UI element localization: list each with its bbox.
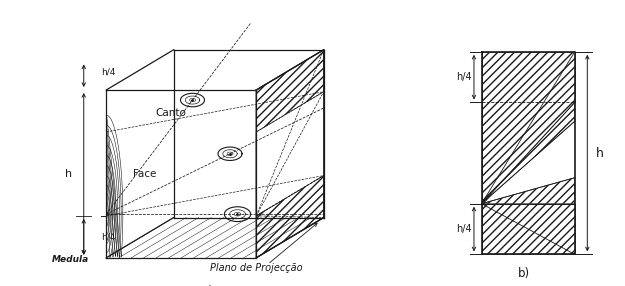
Text: h: h	[596, 147, 604, 160]
Polygon shape	[256, 50, 324, 216]
Text: h: h	[65, 169, 72, 179]
Polygon shape	[481, 52, 575, 204]
Text: h/4: h/4	[456, 72, 472, 82]
Text: Plano de Projecção: Plano de Projecção	[210, 263, 302, 273]
Text: h/4: h/4	[456, 224, 472, 234]
Polygon shape	[481, 178, 575, 204]
Polygon shape	[256, 176, 324, 258]
Text: Medula: Medula	[52, 255, 89, 265]
Text: a): a)	[201, 285, 213, 286]
Polygon shape	[481, 204, 575, 254]
Text: h/4: h/4	[101, 232, 115, 241]
Text: h/4: h/4	[101, 68, 115, 77]
Polygon shape	[481, 102, 575, 204]
Text: Canto: Canto	[155, 108, 186, 118]
Text: Face: Face	[132, 169, 156, 179]
Text: b): b)	[518, 267, 531, 280]
